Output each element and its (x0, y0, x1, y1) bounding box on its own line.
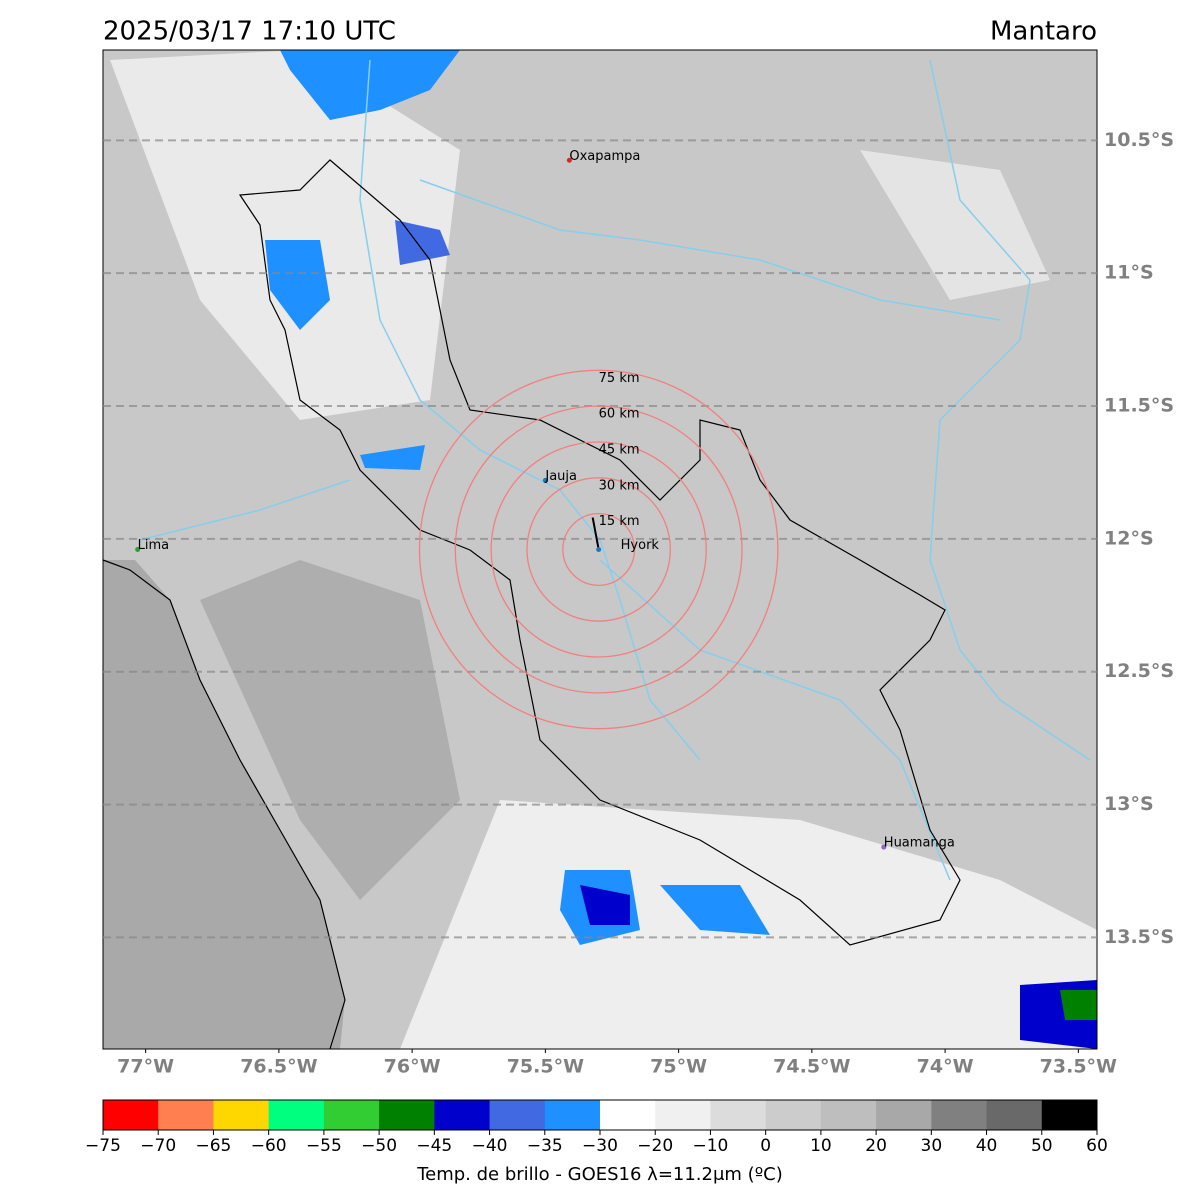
lat-label: 13°S (1104, 793, 1154, 815)
city-marker (135, 547, 141, 552)
city-label: Oxapampa (569, 149, 640, 164)
city-marker (881, 844, 887, 850)
colorbar-segment (820, 1100, 877, 1130)
range-ring (562, 513, 636, 586)
basin-boundary (238, 159, 961, 946)
colorbar-segment (158, 1100, 214, 1130)
map-frame (102, 49, 1098, 1050)
colorbar-tick-label: −75 (85, 1136, 121, 1156)
colorbar-tick-label: −45 (416, 1136, 452, 1156)
city-marker (596, 547, 602, 552)
city-label: Lima (138, 538, 169, 553)
colorbar-tick-label: −55 (306, 1136, 342, 1156)
city-label: Hyork (621, 538, 660, 553)
range-ring (454, 405, 743, 694)
colorbar-tick-label: 60 (1086, 1136, 1108, 1156)
cold-cloud (1060, 990, 1097, 1020)
cloud-area (860, 150, 1050, 300)
colorbar-tick-label: −65 (195, 1136, 231, 1156)
lon-label: 74°W (917, 1056, 974, 1078)
colorbar: −75 −70 −65 −60 −55 −50 −45 −40 −35 −30 −20 −10 0 10 2… (85, 1099, 1108, 1156)
colorbar-segment (710, 1100, 767, 1130)
city-marker (566, 157, 572, 163)
region: Mantaro (990, 17, 1097, 47)
radar-line (591, 517, 600, 550)
lat-label: 11°S (1104, 262, 1154, 284)
colorbar-tick-label: −70 (140, 1136, 176, 1156)
title: 2025/03/17 17:10 UTC (103, 17, 396, 47)
coastline (102, 559, 346, 1050)
colorbar-segment (931, 1100, 988, 1130)
colorbar-segment (434, 1100, 491, 1130)
colorbar-tick-label: −10 (692, 1136, 728, 1156)
lon-label: 75°W (650, 1056, 707, 1078)
lon-label: 74.5°W (773, 1056, 850, 1078)
cold-cloud (360, 445, 425, 470)
cold-cloud (660, 885, 770, 935)
range-ring (418, 369, 779, 730)
lon-label: 76.5°W (240, 1056, 317, 1078)
range-ring (526, 477, 671, 622)
colorbar-segment (489, 1100, 546, 1130)
ring-label: 15 km (599, 514, 640, 529)
lon-label: 76°W (384, 1056, 441, 1078)
lat-label: 12.5°S (1104, 660, 1174, 682)
colorbar-segment (213, 1100, 270, 1130)
colorbar-tick-label: 40 (976, 1136, 998, 1156)
cloud-area (110, 50, 460, 420)
colorbar-segment (655, 1100, 711, 1130)
colorbar-segment (1041, 1100, 1098, 1130)
colorbar-segment (600, 1100, 656, 1130)
ring-label: 75 km (599, 371, 640, 386)
colorbar-segment (268, 1100, 325, 1130)
lon-label: 73.5°W (1040, 1056, 1117, 1078)
colorbar-tick-label: 50 (1031, 1136, 1053, 1156)
warm-area (200, 560, 460, 900)
colorbar-tick-label: 20 (865, 1136, 887, 1156)
colorbar-segment (103, 1100, 159, 1130)
lat-label: 13.5°S (1104, 926, 1174, 948)
colorbar-segment (379, 1100, 435, 1130)
colorbar-segment (765, 1100, 822, 1130)
cold-cloud (280, 50, 460, 120)
rivers (139, 59, 1091, 881)
colorbar-segment (544, 1100, 601, 1130)
colorbar-segment (323, 1100, 380, 1130)
colorbar-tick-label: 30 (921, 1136, 943, 1156)
lat-label: 11.5°S (1104, 395, 1174, 417)
colorbar-tick-label: −35 (527, 1136, 563, 1156)
lat-label: 12°S (1104, 527, 1154, 549)
colorbar-label: Temp. de brillo - GOES16 λ=11.2μm (ºC) (416, 1164, 783, 1185)
colorbar-tick-label: −60 (251, 1136, 287, 1156)
lon-label: 77°W (117, 1056, 174, 1078)
city-label: Huamanga (884, 836, 955, 851)
ring-label: 60 km (599, 407, 640, 422)
colorbar-segment (876, 1100, 932, 1130)
colorbar-tick-label: −40 (472, 1136, 508, 1156)
colorbar-tick-label: −30 (582, 1136, 618, 1156)
colorbar-tick-label: 10 (810, 1136, 832, 1156)
colorbar-segment (986, 1100, 1043, 1130)
ring-label: 30 km (599, 478, 640, 493)
colorbar-tick-label: −20 (637, 1136, 673, 1156)
ring-label: 45 km (599, 442, 640, 457)
cold-cloud (580, 885, 630, 925)
lat-label: 10.5°S (1104, 129, 1174, 151)
range-ring (490, 441, 707, 658)
colorbar-tick-label: −50 (361, 1136, 397, 1156)
city-marker (542, 477, 548, 483)
city-label: Jauja (544, 469, 577, 484)
map (102, 49, 1098, 1050)
cold-cloud (265, 240, 330, 330)
colorbar-tick-label: 0 (760, 1136, 771, 1156)
lon-label: 75.5°W (507, 1056, 584, 1078)
